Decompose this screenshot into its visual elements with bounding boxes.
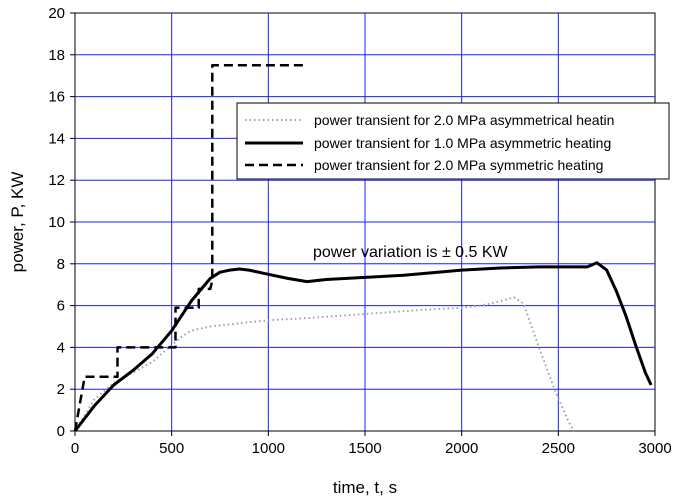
series-line-2 xyxy=(73,64,307,432)
tick-labels: 0 500 1000 1500 2000 2500 3000 0 2 4 6 8 10 12 14 16 18 2… xyxy=(48,5,671,457)
y-tick-label-10: 20 xyxy=(48,5,65,22)
legend-box xyxy=(236,102,670,180)
series-group xyxy=(73,64,653,432)
x-tick-label-2: 1000 xyxy=(252,440,285,457)
x-tick-label-3: 1500 xyxy=(348,440,381,457)
y-tick-label-6: 12 xyxy=(48,172,65,189)
y-tick-label-8: 16 xyxy=(48,89,65,106)
legend: power transient for 2.0 MPa asymmetrical… xyxy=(236,102,670,180)
x-tick-label-1: 500 xyxy=(159,440,184,457)
y-tick-label-2: 4 xyxy=(57,339,65,356)
y-tick-label-9: 18 xyxy=(48,47,65,64)
x-tick-label-5: 2500 xyxy=(542,440,575,457)
x-tick-label-4: 2000 xyxy=(445,440,478,457)
x-axis-title: time, t, s xyxy=(333,478,397,497)
grid xyxy=(75,13,655,431)
y-tick-label-0: 0 xyxy=(57,423,65,440)
x-tick-label-6: 3000 xyxy=(638,440,671,457)
y-axis-title: power, P, KW xyxy=(8,172,27,273)
y-tick-label-7: 14 xyxy=(48,130,65,147)
annotation-power-variation: power variation is ± 0.5 KW xyxy=(313,244,509,261)
legend-label-0: power transient for 2.0 MPa asymmetrical… xyxy=(314,112,614,128)
y-tick-label-4: 8 xyxy=(57,256,65,273)
y-tick-label-1: 2 xyxy=(57,381,65,398)
series-line-0 xyxy=(74,296,575,432)
y-tick-label-3: 6 xyxy=(57,298,65,315)
y-tick-label-5: 10 xyxy=(48,214,65,231)
x-tick-label-0: 0 xyxy=(71,440,79,457)
series-line-1 xyxy=(73,261,653,432)
legend-label-2: power transient for 2.0 MPa symmetric he… xyxy=(314,157,603,173)
legend-label-1: power transient for 1.0 MPa asymmetric h… xyxy=(314,135,611,151)
